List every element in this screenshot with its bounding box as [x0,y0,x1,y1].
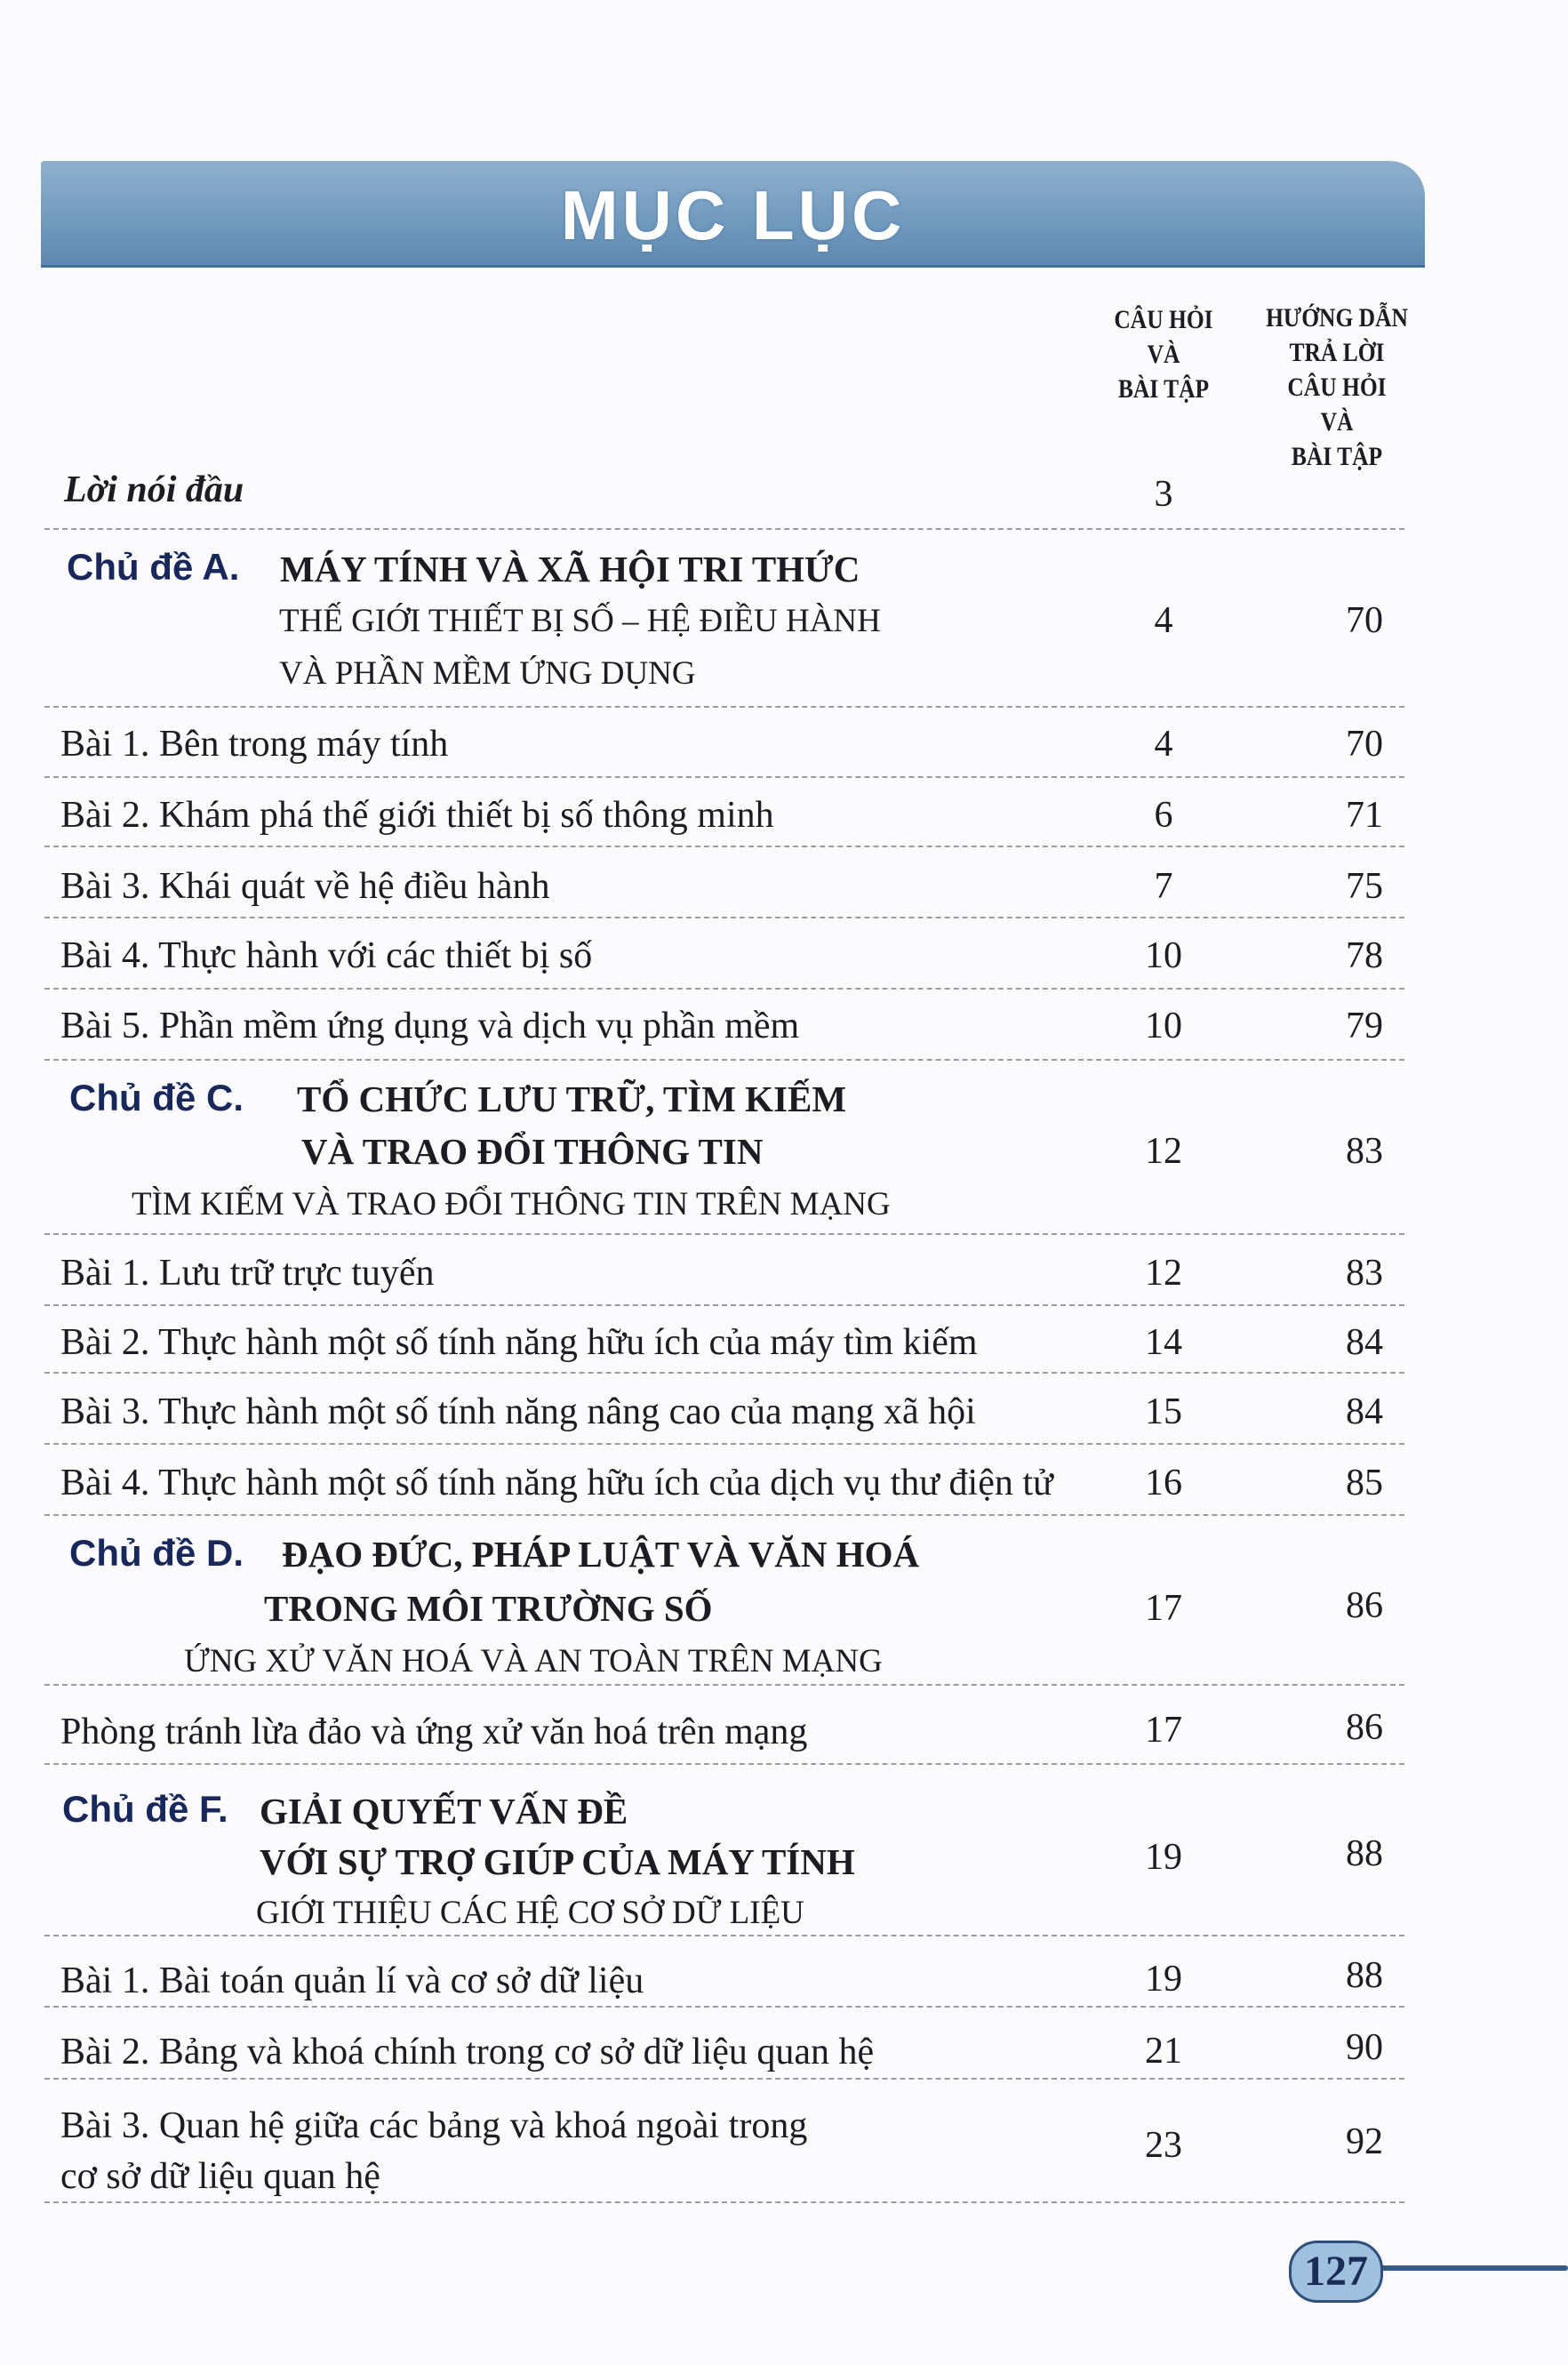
page-ref: 86 [1346,1707,1383,1748]
divider [44,988,1404,990]
page-ref: 3 [1154,474,1173,515]
toc-lesson[interactable]: Bài 2. Thực hành một số tính năng hữu íc… [60,1322,978,1363]
toc-lesson[interactable]: Bài 5. Phần mềm ứng dụng và dịch vụ phần… [60,1006,800,1046]
topic-label[interactable]: Chủ đề D. [69,1532,244,1574]
page-ref: 88 [1346,1833,1383,1874]
divider [44,2201,1404,2203]
page-ref: 21 [1145,2031,1182,2072]
page-ref: 14 [1145,1322,1182,1363]
page-ref: 75 [1346,866,1383,907]
page-ref: 7 [1154,866,1173,907]
page-ref: 79 [1346,1006,1383,1046]
topic-title: ĐẠO ĐỨC, PHÁP LUẬT VÀ VĂN HOÁ [282,1534,920,1575]
topic-subtitle: THẾ GIỚI THIẾT BỊ SỐ – HỆ ĐIỀU HÀNH [279,603,881,639]
divider [44,1514,1404,1516]
page-title: MỤC LỤC [560,176,906,254]
toc-lesson[interactable]: Bài 1. Bên trong máy tính [60,724,449,765]
divider [44,1443,1404,1445]
page-ref: 92 [1346,2121,1383,2162]
topic-subtitle: GIỚI THIỆU CÁC HỆ CƠ SỞ DỮ LIỆU [256,1895,804,1931]
topic-label[interactable]: Chủ đề C. [69,1077,244,1118]
divider [44,846,1404,847]
column-header-answers: HƯỚNG DẪN TRẢ LỜI CÂU HỎI VÀ BÀI TẬP [1266,303,1408,471]
page-number: 127 [1289,2241,1383,2303]
page-ref: 19 [1145,1837,1182,1878]
toc-lesson[interactable]: Bài 2. Khám phá thế giới thiết bị số thô… [60,795,774,836]
divider [44,1684,1404,1686]
divider [44,2006,1404,2008]
toc-lesson[interactable]: Bài 3. Quan hệ giữa các bảng và khoá ngo… [60,2105,808,2146]
page-ref: 78 [1346,935,1383,976]
toc-lesson[interactable]: Bài 1. Lưu trữ trực tuyến [60,1253,435,1294]
page-ref: 12 [1145,1131,1182,1172]
page-ref: 17 [1145,1588,1182,1629]
topic-subtitle: VÀ PHẦN MỀM ỨNG DỤNG [279,655,696,692]
page-ref: 83 [1346,1131,1383,1172]
toc-lesson[interactable]: Bài 3. Khái quát về hệ điều hành [60,866,550,907]
topic-title: TRONG MÔI TRƯỜNG SỐ [264,1588,713,1629]
page-ref: 17 [1145,1710,1182,1751]
page-ref: 70 [1346,600,1383,641]
column-header-questions: CÂU HỎI VÀ BÀI TẬP [1114,305,1213,404]
topic-title: TỔ CHỨC LƯU TRỮ, TÌM KIẾM [297,1078,847,1119]
page-ref: 90 [1346,2027,1383,2068]
page-ref: 4 [1154,600,1173,641]
divider [44,1372,1404,1374]
page-ref: 84 [1346,1322,1383,1363]
divider [44,1763,1404,1765]
divider [44,776,1404,778]
toc-lesson[interactable]: Bài 1. Bài toán quản lí và cơ sở dữ liệu [60,1960,644,2001]
topic-title: GIẢI QUYẾT VẤN ĐỀ [260,1791,628,1832]
toc-lesson[interactable]: Bài 4. Thực hành với các thiết bị số [60,935,593,976]
page-ref: 19 [1145,1959,1182,2000]
topic-subtitle: ỨNG XỬ VĂN HOÁ VÀ AN TOÀN TRÊN MẠNG [184,1643,883,1680]
toc-lesson-continued[interactable]: cơ sở dữ liệu quan hệ [60,2156,380,2197]
page-ref: 10 [1145,1006,1182,1046]
page-ref: 15 [1145,1391,1182,1432]
page-ref: 83 [1346,1253,1383,1294]
divider [44,1304,1404,1306]
topic-label[interactable]: Chủ đề A. [67,546,240,588]
divider [44,1059,1404,1061]
toc-lesson[interactable]: Phòng tránh lừa đảo và ứng xử văn hoá tr… [60,1712,808,1752]
page-ref: 6 [1154,795,1173,836]
toc-lesson[interactable]: Bài 3. Thực hành một số tính năng nâng c… [60,1391,976,1432]
divider [44,706,1404,708]
page-ref: 23 [1145,2125,1182,2166]
topic-label[interactable]: Chủ đề F. [62,1788,228,1830]
page-ref: 12 [1145,1253,1182,1294]
divider [44,2078,1404,2080]
page-ref: 16 [1145,1463,1182,1503]
page-ref: 84 [1346,1391,1383,1432]
topic-title: VỚI SỰ TRỢ GIÚP CỦA MÁY TÍNH [260,1841,855,1882]
toc-lesson[interactable]: Bài 4. Thực hành một số tính năng hữu íc… [60,1463,1053,1503]
topic-title: MÁY TÍNH VÀ XÃ HỘI TRI THỨC [280,549,860,589]
page-ref: 70 [1346,724,1383,765]
page-ref: 10 [1145,935,1182,976]
topic-subtitle: TÌM KIẾM VÀ TRAO ĐỔI THÔNG TIN TRÊN MẠNG [132,1186,891,1223]
toc-lesson[interactable]: Bài 2. Bảng và khoá chính trong cơ sở dữ… [60,2032,875,2072]
topic-title: VÀ TRAO ĐỔI THÔNG TIN [301,1131,764,1172]
page-ref: 4 [1154,724,1173,765]
page-number-decoration [1380,2265,1568,2271]
page-ref: 88 [1346,1955,1383,1996]
divider [44,528,1404,530]
divider [44,1935,1404,1936]
divider [44,917,1404,918]
page-ref: 85 [1346,1463,1383,1503]
page-ref: 86 [1346,1585,1383,1626]
divider [44,1233,1404,1235]
toc-preface[interactable]: Lời nói đầu [64,469,244,510]
page-ref: 71 [1346,795,1383,836]
title-banner: MỤC LỤC [41,161,1425,268]
